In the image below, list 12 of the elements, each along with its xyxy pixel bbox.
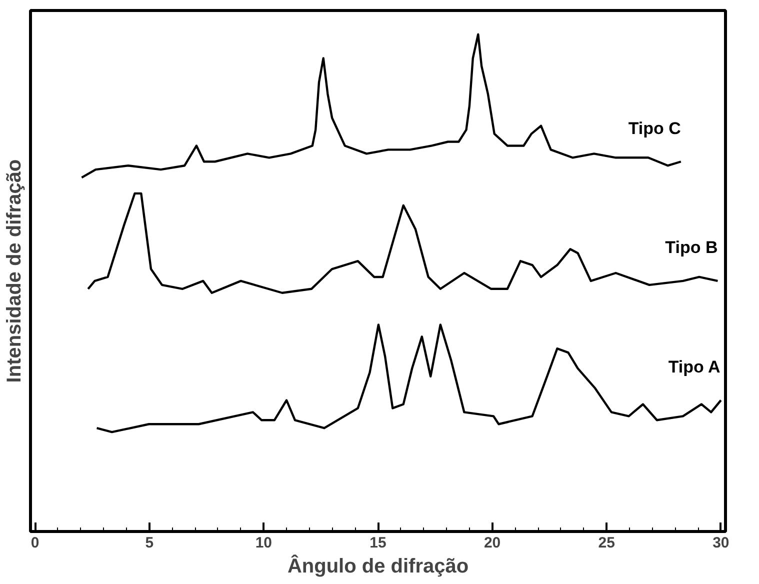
x-tick-label: 30 xyxy=(712,534,730,552)
x-tick-label: 5 xyxy=(145,534,154,552)
x-tick-label: 10 xyxy=(255,534,272,552)
x-tick-label: 20 xyxy=(484,534,501,552)
x-tick-label: 25 xyxy=(598,534,615,552)
y-axis-title: Intensidade de difração xyxy=(4,159,26,383)
series-label: Tipo C xyxy=(628,118,681,138)
x-tick-label: 0 xyxy=(30,534,40,552)
series-label: Tipo A xyxy=(668,357,720,376)
x-axis-title: Ângulo de difração xyxy=(287,554,469,578)
series-label: Tipo B xyxy=(665,238,718,258)
x-tick-label: 15 xyxy=(370,534,386,552)
